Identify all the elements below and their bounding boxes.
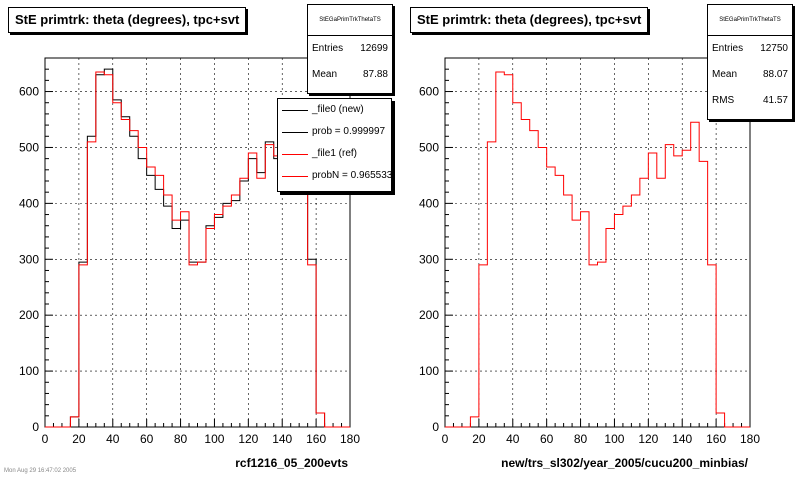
x-tick-label: 80 <box>174 432 188 446</box>
legend-entry: prob = 0.999997 <box>278 121 391 143</box>
legend-entry: _file0 (new) <box>278 99 391 121</box>
x-tick-label: 120 <box>638 432 658 446</box>
y-tick-label: 400 <box>19 196 39 210</box>
stats-rms-row: RMS 41.57 <box>708 88 792 114</box>
stats-entries-label: Entries <box>312 43 344 54</box>
x-tick-label: 0 <box>442 432 449 446</box>
y-tick-label: 300 <box>419 252 439 266</box>
right-plot: 0 20 40 60 80 100 120 140 160 180 0 100 200 300 400 500… <box>419 57 760 470</box>
x-tick-label: 120 <box>238 432 258 446</box>
stats-name: StEGaPrimTrkThetaTS <box>708 5 792 36</box>
x-tick-label: 0 <box>42 432 49 446</box>
stats-mean-row: Mean 87.88 <box>308 62 392 88</box>
legend-label: probN = 0.965533 <box>312 170 392 181</box>
x-tick-label: 140 <box>672 432 692 446</box>
left-chart-title: StE primtrk: theta (degrees), tpc+svt <box>8 7 247 33</box>
y-tick-label: 500 <box>19 140 39 154</box>
stats-entries-row: Entries 12750 <box>708 36 792 62</box>
x-tick-label: 100 <box>604 432 624 446</box>
x-axis-label: new/trs_sl302/year_2005/cucu200_minbias/ <box>501 456 748 470</box>
x-tick-label: 180 <box>740 432 760 446</box>
x-tick-label: 40 <box>506 432 520 446</box>
y-tick-label: 100 <box>419 364 439 378</box>
stats-name: StEGaPrimTrkThetaTS <box>308 5 392 36</box>
y-tick-label: 500 <box>419 140 439 154</box>
legend-line-file0 <box>282 110 308 111</box>
legend-box: _file0 (new) prob = 0.999997 _file1 (ref… <box>277 98 392 192</box>
x-tick-label: 20 <box>472 432 486 446</box>
stats-mean-label: Mean <box>312 69 338 80</box>
x-tick-label: 140 <box>272 432 292 446</box>
stats-mean-row: Mean 88.07 <box>708 62 792 88</box>
x-tick-label: 160 <box>706 432 726 446</box>
y-tick-label: 200 <box>19 308 39 322</box>
stats-mean-value: 87.88 <box>362 69 388 80</box>
right-stats-box: StEGaPrimTrkThetaTS Entries 12750 Mean 8… <box>707 4 793 120</box>
legend-line-prob <box>282 132 308 133</box>
y-tick-label: 0 <box>32 420 39 434</box>
x-tick-label: 160 <box>306 432 326 446</box>
y-tick-label: 300 <box>19 252 39 266</box>
stats-rms-label: RMS <box>712 95 735 106</box>
legend-entry: _file1 (ref) <box>278 143 391 165</box>
left-stats-box: StEGaPrimTrkThetaTS Entries 12699 Mean 8… <box>307 4 393 94</box>
x-tick-label: 100 <box>204 432 224 446</box>
stats-entries-value: 12750 <box>760 43 788 54</box>
stats-mean-value: 88.07 <box>762 69 788 80</box>
x-axis-label: rcf1216_05_200evts <box>235 456 348 470</box>
stats-mean-label: Mean <box>712 69 738 80</box>
x-tick-label: 180 <box>340 432 360 446</box>
legend-label: _file1 (ref) <box>312 148 358 159</box>
stats-entries-label: Entries <box>712 43 744 54</box>
y-tick-label: 100 <box>19 364 39 378</box>
y-tick-label: 600 <box>419 85 439 99</box>
legend-label: prob = 0.999997 <box>312 126 386 137</box>
x-tick-label: 40 <box>106 432 120 446</box>
histogram-series-data <box>445 71 750 428</box>
legend-entry: probN = 0.965533 <box>278 165 391 187</box>
x-tick-label: 20 <box>72 432 86 446</box>
right-chart-title: StE primtrk: theta (degrees), tpc+svt <box>410 7 649 33</box>
footer-timestamp: Mon Aug 29 16:47:02 2005 <box>4 468 77 474</box>
y-tick-label: 600 <box>19 85 39 99</box>
stats-entries-value: 12699 <box>360 43 388 54</box>
y-tick-label: 400 <box>419 196 439 210</box>
legend-label: _file0 (new) <box>312 104 364 115</box>
y-tick-label: 200 <box>419 308 439 322</box>
y-tick-label: 0 <box>432 420 439 434</box>
legend-line-probN <box>282 176 308 177</box>
legend-line-file1 <box>282 154 308 155</box>
x-tick-label: 80 <box>574 432 588 446</box>
x-tick-label: 60 <box>540 432 554 446</box>
x-tick-label: 60 <box>140 432 154 446</box>
plot-frame <box>444 57 751 428</box>
stats-entries-row: Entries 12699 <box>308 36 392 62</box>
stats-rms-value: 41.57 <box>762 95 788 106</box>
